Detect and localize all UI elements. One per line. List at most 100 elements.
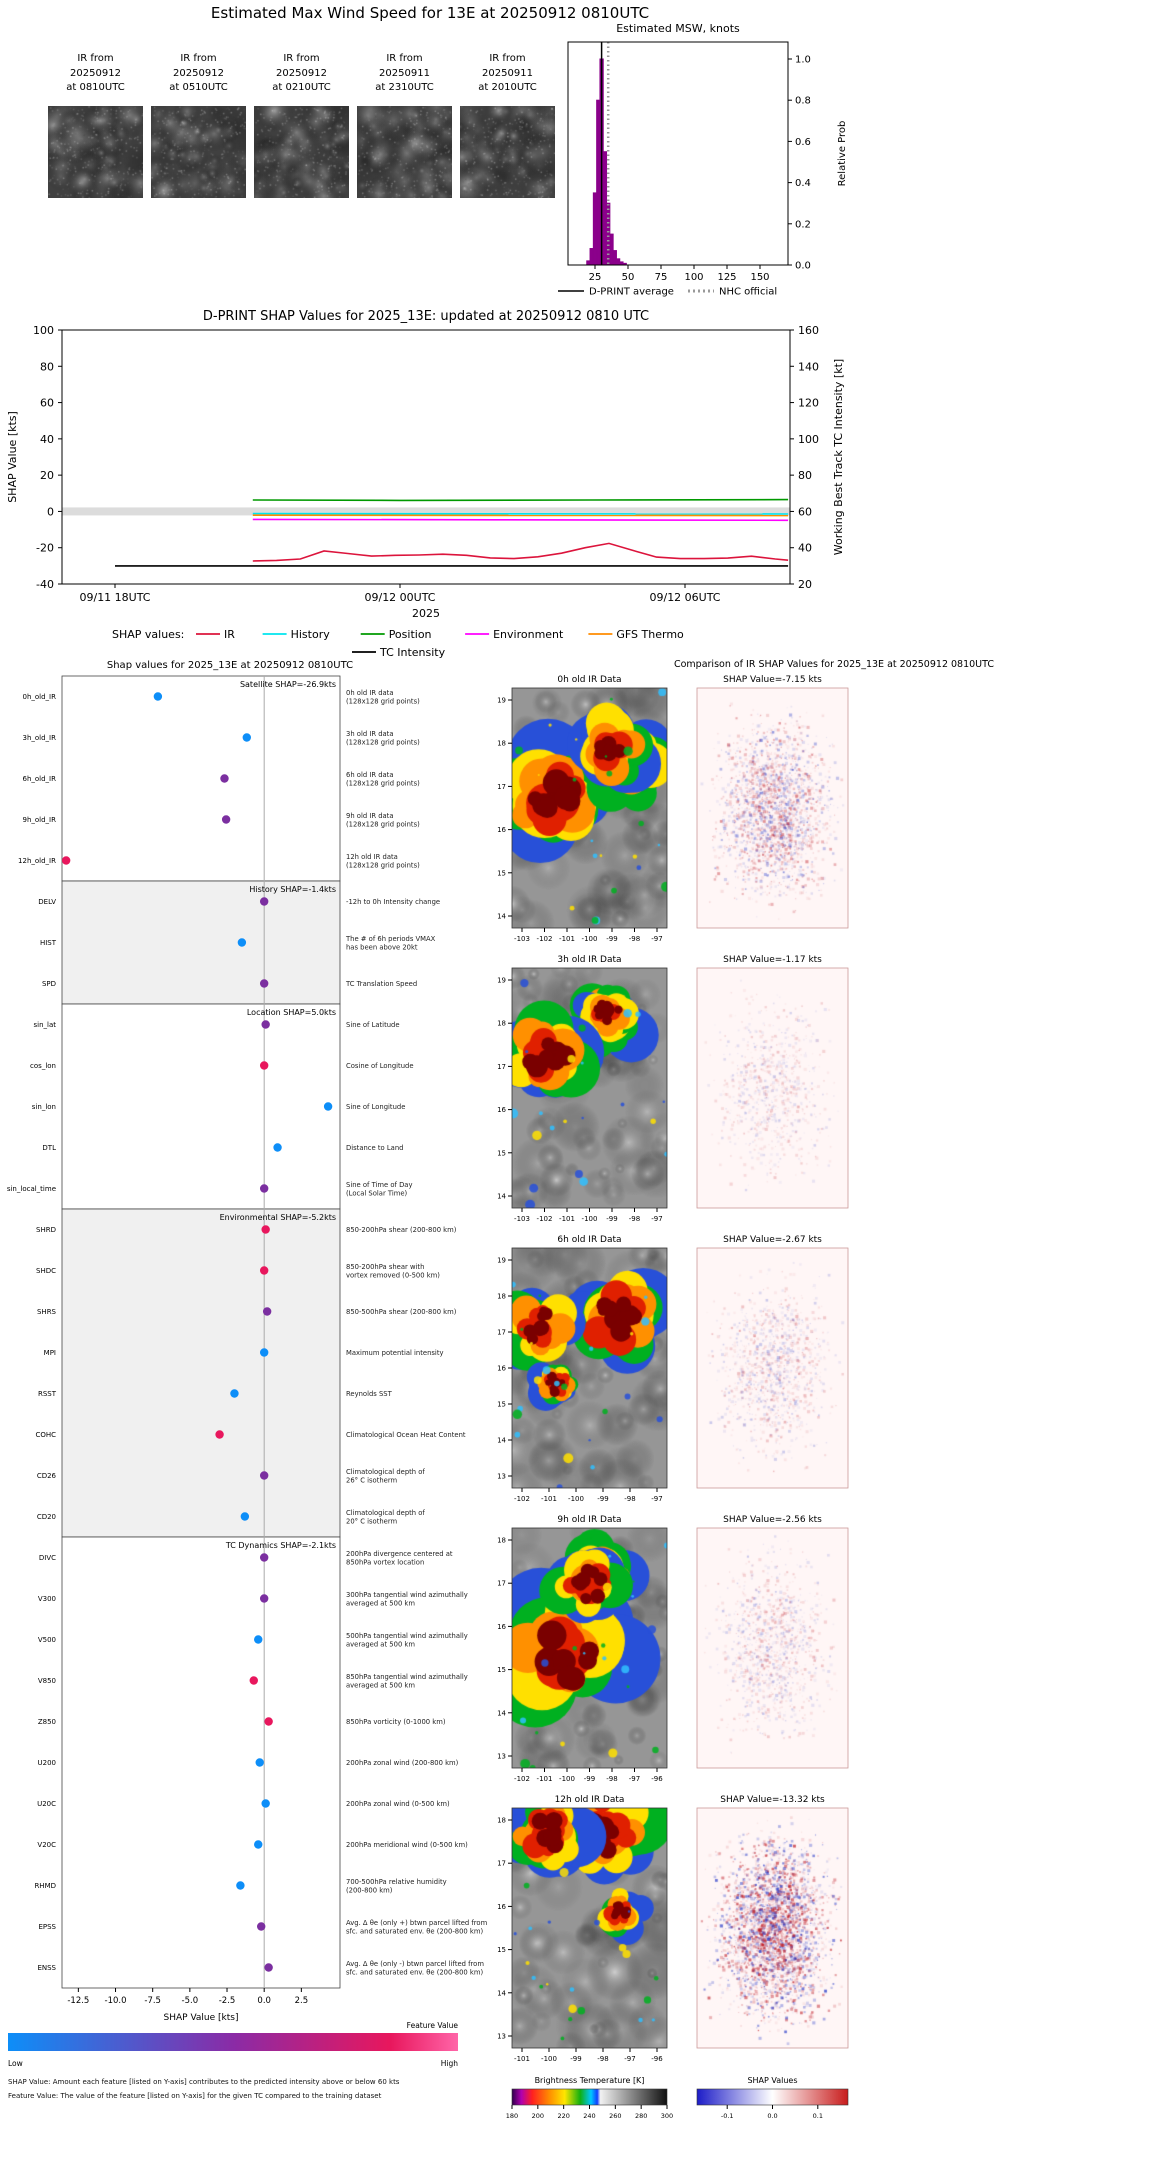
feature-name: 6h_old_IR bbox=[23, 775, 57, 783]
timeseries-ylabel-right: Working Best Track TC Intensity [kt] bbox=[832, 359, 845, 555]
shap-map-image bbox=[697, 1248, 848, 1488]
svg-text:80: 80 bbox=[798, 469, 812, 482]
feature-desc: 26° C isotherm bbox=[346, 1477, 398, 1485]
feature-name: U200 bbox=[38, 1759, 56, 1767]
feature-desc: 0h old IR data bbox=[346, 689, 394, 697]
footnote-shap-value: SHAP Value: Amount each feature [listed … bbox=[8, 2078, 400, 2086]
svg-text:20: 20 bbox=[40, 469, 54, 482]
feature-shap-dot bbox=[242, 733, 251, 742]
legend-entry: Position bbox=[389, 628, 432, 641]
feature-desc: Sine of Time of Day bbox=[346, 1181, 413, 1189]
shap-colorbar bbox=[696, 2088, 849, 2106]
legend-entry: History bbox=[291, 628, 331, 641]
feature-shap-dot bbox=[153, 692, 163, 701]
feature-desc: averaged at 500 km bbox=[346, 1641, 415, 1649]
svg-text:20: 20 bbox=[798, 578, 812, 591]
svg-text:-20: -20 bbox=[36, 542, 54, 555]
feature-desc: 9h old IR data bbox=[346, 812, 394, 820]
feature-name: 9h_old_IR bbox=[23, 816, 57, 824]
feature-shap-dot bbox=[262, 1307, 272, 1316]
feature-shap-dot bbox=[259, 1471, 269, 1480]
bt-colorbar-title: Brightness Temperature [K] bbox=[535, 2076, 645, 2085]
histogram-ylabel: Relative Prob bbox=[837, 121, 848, 187]
svg-text:13: 13 bbox=[497, 2033, 506, 2041]
svg-text:50: 50 bbox=[622, 272, 635, 283]
feature-shap-dot bbox=[259, 1348, 269, 1357]
svg-text:09/12 06UTC: 09/12 06UTC bbox=[649, 591, 720, 604]
svg-text:0.1: 0.1 bbox=[813, 2112, 823, 2120]
legend-entry: TC Intensity bbox=[379, 646, 446, 659]
feature-desc: sfc. and saturated env. θe (200-800 km) bbox=[346, 1969, 483, 1977]
feature-shap-dot bbox=[220, 774, 229, 783]
svg-text:09/12 00UTC: 09/12 00UTC bbox=[364, 591, 435, 604]
feature-shap-dot bbox=[259, 979, 269, 988]
svg-text:-100: -100 bbox=[582, 1215, 598, 1223]
bt-colorbar bbox=[511, 2088, 668, 2106]
svg-text:-5.0: -5.0 bbox=[182, 1996, 199, 2006]
svg-text:-102: -102 bbox=[537, 935, 553, 943]
svg-text:15: 15 bbox=[497, 1666, 506, 1674]
feature-shap-dot bbox=[215, 1430, 224, 1439]
svg-text:-97: -97 bbox=[651, 1495, 662, 1503]
feature-desc: The # of 6h periods VMAX bbox=[345, 935, 436, 943]
feature-shap-dot bbox=[221, 815, 231, 824]
zero-reference-band bbox=[62, 507, 790, 516]
feature-shap-dot bbox=[254, 1635, 263, 1644]
svg-text:-40: -40 bbox=[36, 578, 54, 591]
timeseries-legend-label: SHAP values: bbox=[112, 628, 184, 641]
ir-data-image bbox=[512, 1808, 667, 2048]
svg-text:-98: -98 bbox=[629, 1215, 640, 1223]
feature-name: DIVC bbox=[39, 1554, 56, 1562]
feature-name: cos_lon bbox=[30, 1062, 56, 1070]
svg-text:17: 17 bbox=[497, 1860, 506, 1868]
ir-data-image bbox=[512, 1528, 667, 1768]
svg-text:220: 220 bbox=[557, 2112, 569, 2120]
svg-text:0.0: 0.0 bbox=[257, 1996, 271, 2006]
feature-name: V300 bbox=[38, 1595, 56, 1603]
feature-desc: has been above 20kt bbox=[346, 944, 418, 952]
svg-text:100: 100 bbox=[684, 272, 703, 283]
svg-text:60: 60 bbox=[798, 505, 812, 518]
feature-desc: 200hPa divergence centered at bbox=[346, 1550, 453, 1558]
shap-value-title: SHAP Value=-13.32 kts bbox=[720, 1795, 825, 1805]
feature-desc: 500hPa tangential wind azimuthally bbox=[346, 1632, 468, 1640]
ir-data-title: 6h old IR Data bbox=[557, 1235, 621, 1245]
feature-desc: Reynolds SST bbox=[346, 1390, 393, 1398]
ir-data-title: 0h old IR Data bbox=[557, 675, 621, 685]
svg-text:-100: -100 bbox=[568, 1495, 584, 1503]
feature-desc: vortex removed (0-500 km) bbox=[346, 1272, 440, 1280]
feature-shap-dot bbox=[230, 1389, 239, 1398]
feature-shap-dot bbox=[240, 1512, 250, 1521]
feature-value-colorbar bbox=[8, 2033, 458, 2051]
svg-text:125: 125 bbox=[717, 272, 736, 283]
shap-map-image bbox=[697, 1808, 848, 2048]
svg-text:15: 15 bbox=[497, 1401, 506, 1409]
feature-desc: (128x128 grid points) bbox=[346, 862, 420, 870]
ir-thumbnail-image bbox=[357, 106, 452, 198]
ir-data-title: 12h old IR Data bbox=[555, 1795, 625, 1805]
feature-desc: 850-200hPa shear (200-800 km) bbox=[346, 1226, 457, 1234]
colorbar-high-label: High bbox=[441, 2059, 458, 2068]
shap-colorbar-title: SHAP Values bbox=[747, 2076, 797, 2085]
shap-timeseries-chart: D-PRINT SHAP Values for 2025_13E: update… bbox=[6, 309, 845, 659]
svg-text:280: 280 bbox=[635, 2112, 647, 2120]
svg-text:240: 240 bbox=[583, 2112, 595, 2120]
feature-name: V500 bbox=[38, 1636, 56, 1644]
svg-text:14: 14 bbox=[497, 1193, 506, 1201]
svg-text:-99: -99 bbox=[584, 1775, 595, 1783]
svg-text:1.0: 1.0 bbox=[795, 55, 811, 66]
svg-text:18: 18 bbox=[497, 1293, 506, 1301]
feature-shap-dot bbox=[261, 1225, 270, 1234]
shap-map-image bbox=[697, 1528, 848, 1768]
feature-name: DTL bbox=[42, 1144, 56, 1152]
svg-text:18: 18 bbox=[497, 1817, 506, 1825]
feature-desc: (128x128 grid points) bbox=[346, 780, 420, 788]
feature-group-header: Environmental SHAP=-5.2kts bbox=[220, 1213, 336, 1222]
svg-text:0.2: 0.2 bbox=[795, 219, 811, 230]
svg-text:300: 300 bbox=[661, 2112, 673, 2120]
svg-text:17: 17 bbox=[497, 1329, 506, 1337]
ir-thumbnail-label: IR from 20250912 at 0210UTC bbox=[272, 53, 331, 93]
svg-text:-98: -98 bbox=[597, 2055, 608, 2063]
svg-text:-97: -97 bbox=[624, 2055, 635, 2063]
